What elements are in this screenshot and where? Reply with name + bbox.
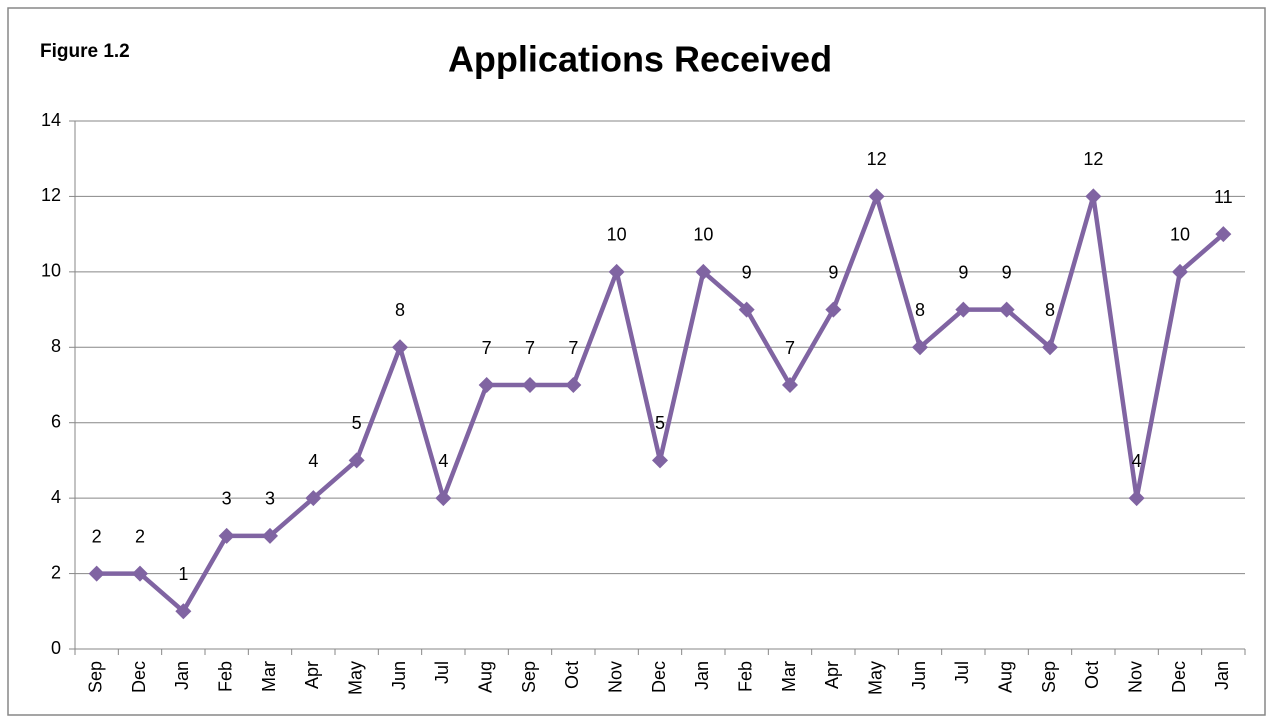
x-tick-label: Sep	[85, 661, 105, 693]
point-marker	[262, 527, 278, 544]
x-tick-label: Dec	[1169, 661, 1189, 693]
data-label: 3	[222, 489, 232, 509]
data-label: 5	[655, 413, 665, 433]
point-marker	[1042, 339, 1058, 356]
point-marker	[868, 188, 885, 205]
data-label: 7	[482, 338, 492, 358]
data-label: 7	[568, 338, 578, 358]
x-tick-label: Jul	[432, 661, 452, 684]
x-tick-label: May	[865, 661, 885, 695]
data-label: 12	[1083, 149, 1103, 169]
point-marker	[998, 301, 1015, 318]
point-marker	[652, 452, 668, 469]
data-label: 8	[1045, 300, 1055, 320]
y-tick-label: 14	[41, 110, 61, 130]
x-tick-label: May	[345, 661, 365, 695]
point-marker	[522, 377, 538, 393]
x-tick-label: Feb	[735, 661, 755, 692]
x-tick-label: Jan	[172, 661, 192, 690]
point-marker	[912, 339, 928, 356]
x-tick-label: Nov	[605, 661, 625, 693]
data-label: 7	[525, 338, 535, 358]
point-marker	[825, 301, 842, 318]
x-tick-label: Sep	[519, 661, 539, 693]
point-marker	[738, 301, 755, 318]
point-marker	[1128, 490, 1145, 507]
point-marker	[565, 377, 582, 393]
x-tick-label: Feb	[215, 661, 235, 692]
data-label: 4	[438, 451, 448, 471]
y-tick-label: 4	[51, 487, 61, 507]
data-label: 4	[308, 451, 318, 471]
chart-title: Applications Received	[448, 39, 832, 80]
annotation: Figure 1.2	[40, 41, 130, 62]
data-label: 8	[915, 300, 925, 320]
x-tick-label: Apr	[302, 661, 322, 689]
data-label: 5	[352, 413, 362, 433]
x-tick-label: Dec	[129, 661, 149, 693]
x-tick-label: Mar	[259, 661, 279, 692]
x-tick-label: Sep	[1039, 661, 1059, 693]
point-marker	[695, 263, 712, 280]
x-tick-label: Jan	[1212, 661, 1232, 690]
data-label: 12	[867, 149, 887, 169]
y-tick-label: 12	[41, 185, 61, 205]
y-tick-label: 6	[51, 411, 61, 431]
data-label: 11	[1214, 187, 1233, 207]
data-label: 1	[178, 564, 188, 584]
x-tick-label: Apr	[822, 661, 842, 689]
point-marker	[1172, 263, 1188, 280]
point-marker	[88, 565, 105, 582]
x-tick-label: Jan	[692, 661, 712, 690]
data-label: 10	[607, 225, 627, 245]
y-tick-label: 0	[51, 638, 61, 658]
point-marker	[348, 452, 365, 469]
x-tick-label: Oct	[562, 661, 582, 689]
point-marker	[392, 339, 408, 356]
point-marker	[478, 377, 495, 393]
x-tick-label: Nov	[1125, 661, 1145, 693]
data-label: 9	[958, 262, 968, 282]
data-label: 7	[785, 338, 795, 358]
x-tick-label: Dec	[649, 661, 669, 693]
data-label: 10	[1170, 225, 1190, 245]
data-label: 10	[693, 225, 713, 245]
point-marker	[435, 490, 452, 507]
x-tick-label: Aug	[995, 661, 1015, 693]
x-tick-label: Jun	[389, 661, 409, 690]
y-tick-label: 10	[41, 261, 61, 281]
point-marker	[1215, 226, 1232, 243]
x-tick-label: Jul	[952, 661, 972, 684]
data-label: 9	[828, 262, 838, 282]
point-marker	[175, 603, 192, 620]
x-tick-label: Mar	[779, 661, 799, 692]
data-label: 9	[742, 262, 752, 282]
point-marker	[782, 377, 798, 393]
point-marker	[1085, 188, 1102, 205]
data-label: 3	[265, 489, 275, 509]
y-tick-label: 8	[51, 336, 61, 356]
data-label: 2	[92, 526, 102, 546]
data-label: 9	[1002, 262, 1012, 282]
x-tick-label: Aug	[475, 661, 495, 693]
point-marker	[305, 490, 322, 507]
point-marker	[132, 565, 148, 582]
y-tick-label: 2	[51, 562, 61, 582]
point-marker	[608, 263, 625, 280]
point-marker	[218, 527, 235, 544]
data-label: 2	[135, 526, 145, 546]
data-label: 8	[395, 300, 405, 320]
x-tick-label: Oct	[1082, 661, 1102, 689]
x-tick-label: Jun	[909, 661, 929, 690]
data-label: 4	[1132, 451, 1142, 471]
point-marker	[955, 301, 972, 318]
